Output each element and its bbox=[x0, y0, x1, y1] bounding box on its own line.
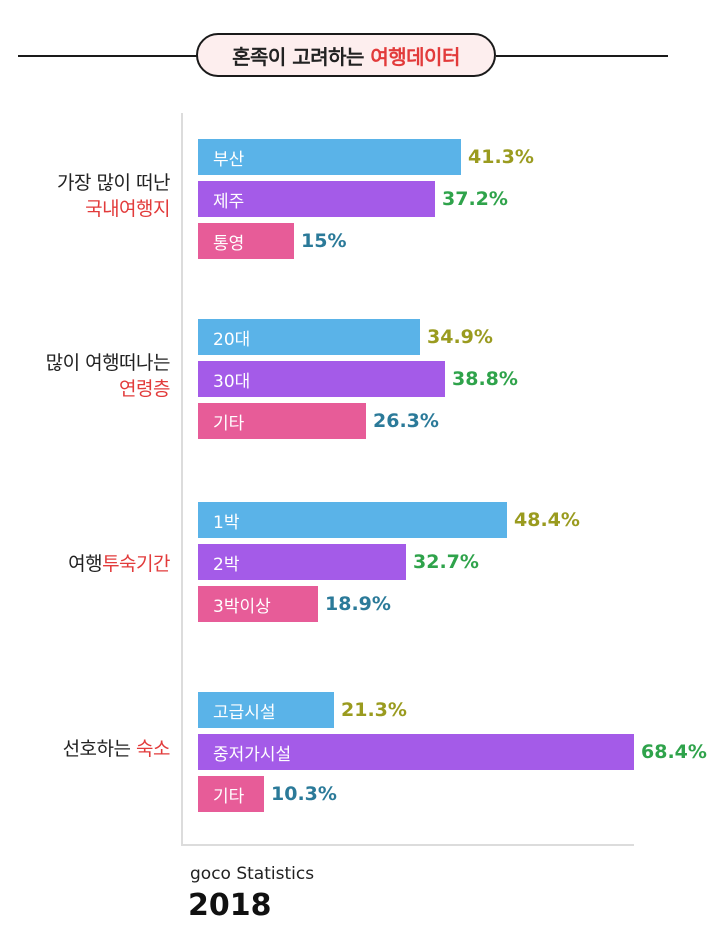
bar: 고급시설 bbox=[198, 692, 334, 728]
bar-label: 제주 bbox=[213, 191, 245, 212]
group-label-accent: 연령층 bbox=[119, 378, 170, 400]
bar: 3박이상 bbox=[198, 586, 318, 622]
bar-label: 기타 bbox=[213, 413, 245, 434]
group-label-text: 가장 많이 떠난 bbox=[57, 172, 170, 194]
group-label-text: 선호하는 bbox=[62, 738, 137, 760]
bar-label: 3박이상 bbox=[213, 596, 271, 617]
bar: 기타 bbox=[198, 403, 366, 439]
bar: 통영 bbox=[198, 223, 294, 259]
bar-value-label: 26.3% bbox=[373, 410, 439, 432]
bar-value-label: 48.4% bbox=[514, 509, 580, 531]
bar-label: 기타 bbox=[213, 786, 245, 807]
bar-value-label: 34.9% bbox=[427, 326, 493, 348]
bar-label: 통영 bbox=[213, 233, 245, 254]
bar-label: 고급시설 bbox=[213, 702, 276, 723]
group-label-accent: 투숙기간 bbox=[102, 553, 170, 575]
bar: 2박 bbox=[198, 544, 406, 580]
group-label-accent: 숙소 bbox=[136, 738, 170, 760]
bar-value-label: 38.8% bbox=[452, 368, 518, 390]
title-rule-right bbox=[496, 55, 668, 57]
y-axis-line bbox=[181, 113, 183, 846]
bar-value-label: 68.4% bbox=[641, 741, 707, 763]
bar-value-label: 10.3% bbox=[271, 783, 337, 805]
chart-title: 혼족이 고려하는 여행데이터 bbox=[196, 33, 496, 77]
bar-label: 2박 bbox=[213, 554, 240, 575]
group-label-text: 많이 여행떠나는 bbox=[45, 352, 171, 374]
bar: 30대 bbox=[198, 361, 445, 397]
group-label: 선호하는 숙소 bbox=[62, 736, 171, 762]
bar-label: 1박 bbox=[213, 512, 240, 533]
bar: 기타 bbox=[198, 776, 264, 812]
title-rule-left bbox=[18, 55, 198, 57]
bar-label: 20대 bbox=[213, 329, 251, 350]
chart-title-text: 혼족이 고려하는 bbox=[232, 44, 371, 69]
bar-label: 30대 bbox=[213, 371, 251, 392]
group-label-text: 여행 bbox=[68, 553, 103, 575]
group-label-accent: 국내여행지 bbox=[85, 198, 170, 220]
bar: 20대 bbox=[198, 319, 420, 355]
group-label: 여행투숙기간 bbox=[68, 551, 170, 577]
bar-value-label: 18.9% bbox=[325, 593, 391, 615]
bar-value-label: 15% bbox=[301, 230, 347, 252]
source-label: goco Statistics bbox=[190, 864, 315, 884]
bar-value-label: 32.7% bbox=[413, 551, 479, 573]
bar: 부산 bbox=[198, 139, 461, 175]
year-label: 2018 bbox=[188, 888, 272, 923]
chart-title-accent: 여행데이터 bbox=[370, 44, 460, 69]
bar: 중저가시설 bbox=[198, 734, 634, 770]
x-axis-line bbox=[181, 844, 634, 846]
bar-label: 중저가시설 bbox=[213, 744, 292, 765]
bar: 제주 bbox=[198, 181, 435, 217]
bar-label: 부산 bbox=[213, 149, 245, 170]
bar-value-label: 21.3% bbox=[341, 699, 407, 721]
bar-value-label: 41.3% bbox=[468, 146, 534, 168]
bar: 1박 bbox=[198, 502, 507, 538]
bar-value-label: 37.2% bbox=[442, 188, 508, 210]
